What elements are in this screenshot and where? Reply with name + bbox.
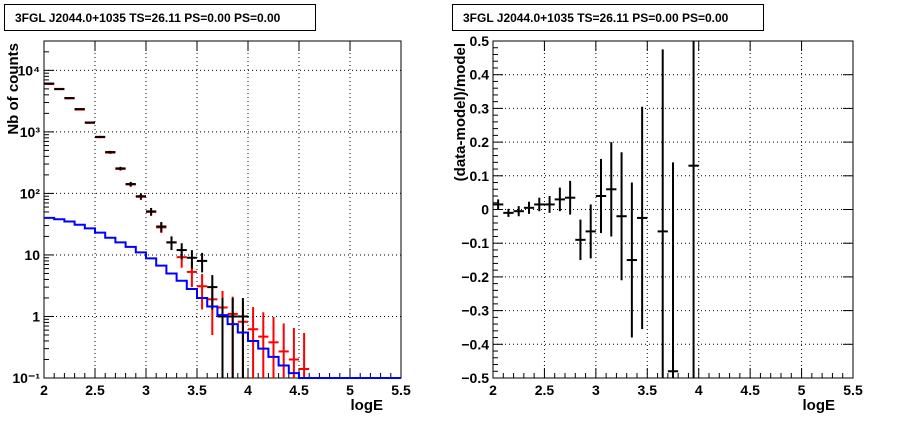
y-tick-label: 0.5 — [470, 33, 490, 49]
y-axis-label: Nb of counts — [5, 43, 22, 135]
x-tick-label: 5 — [798, 382, 806, 398]
right-chart-title: 3FGL J2044.0+1035 TS=26.11 PS=0.00 PS=0.… — [452, 4, 764, 31]
counts-plot: 2 2.5 3 3.5 4 4.5 5 5.5 10⁻¹ 1 10 10² 10³ 10⁴ logE Nb o… — [5, 40, 411, 414]
x-tick-label: 5.5 — [843, 382, 863, 398]
y-tick-label: 10⁻¹ — [12, 370, 40, 386]
series-0 — [44, 83, 310, 378]
left-chart-title: 3FGL J2044.0+1035 TS=26.11 PS=0.00 PS=0.… — [4, 4, 316, 31]
y-tick-label: 10 — [24, 247, 40, 263]
x-tick-label: 5.5 — [391, 382, 411, 398]
y-tick-label: 10⁴ — [18, 62, 41, 78]
y-tick-label: −0.2 — [461, 269, 489, 285]
x-tick-label: 3 — [592, 382, 600, 398]
y-tick-label: 10³ — [20, 124, 41, 140]
x-tick-label: 4 — [695, 382, 703, 398]
x-tick-label: 2.5 — [85, 382, 105, 398]
series-0 — [493, 41, 699, 378]
x-tick-label: 2.5 — [535, 382, 555, 398]
model-step-line — [44, 216, 401, 379]
y-tick-label: 0 — [481, 202, 489, 218]
residuals-plot: 2 2.5 3 3.5 4 4.5 5 5.5 −0.5 −0.4 −0.3 −0.2 −0.1 0 0.1… — [452, 33, 863, 414]
y-tick-label: −0.5 — [461, 370, 489, 386]
x-tick-label: 4.5 — [740, 382, 760, 398]
x-tick-label: 4.5 — [289, 382, 309, 398]
y-axis-label: (data-model)/model — [452, 43, 469, 181]
series-1 — [44, 82, 248, 378]
x-tick-label: 3.5 — [187, 382, 207, 398]
y-tick-label: 0.4 — [470, 67, 490, 83]
x-tick-label: 2 — [489, 382, 497, 398]
y-tick-label: 10² — [20, 185, 41, 201]
x-tick-label: 5 — [346, 382, 354, 398]
x-tick-label: 3.5 — [638, 382, 658, 398]
y-tick-label: 0.1 — [470, 168, 490, 184]
y-tick-label: −0.1 — [461, 235, 489, 251]
y-tick-label: 1 — [32, 308, 40, 324]
y-tick-label: 0.3 — [470, 100, 490, 116]
x-tick-label: 2 — [40, 382, 48, 398]
y-tick-label: −0.4 — [461, 336, 489, 352]
x-axis-label: logE — [803, 397, 836, 414]
y-tick-label: 0.2 — [470, 134, 490, 150]
x-axis-label: logE — [351, 397, 384, 414]
x-tick-label: 3 — [142, 382, 150, 398]
series-2 — [44, 216, 401, 379]
x-tick-label: 4 — [244, 382, 252, 398]
y-tick-label: −0.3 — [461, 303, 489, 319]
